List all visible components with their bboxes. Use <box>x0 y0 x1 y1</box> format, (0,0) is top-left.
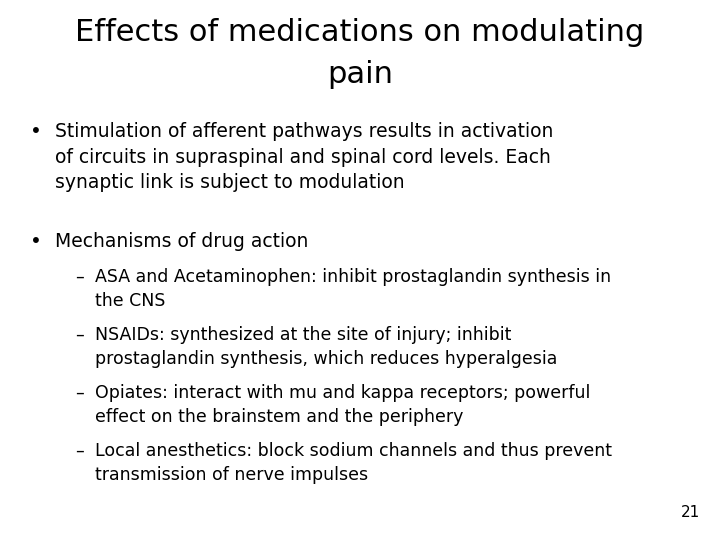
Text: NSAIDs: synthesized at the site of injury; inhibit
prostaglandin synthesis, whic: NSAIDs: synthesized at the site of injur… <box>95 326 557 368</box>
Text: –: – <box>75 268 84 286</box>
Text: Mechanisms of drug action: Mechanisms of drug action <box>55 232 308 251</box>
Text: Effects of medications on modulating: Effects of medications on modulating <box>76 18 644 47</box>
Text: pain: pain <box>327 60 393 89</box>
Text: –: – <box>75 326 84 344</box>
Text: Stimulation of afferent pathways results in activation
of circuits in supraspina: Stimulation of afferent pathways results… <box>55 122 554 192</box>
Text: –: – <box>75 384 84 402</box>
Text: Local anesthetics: block sodium channels and thus prevent
transmission of nerve : Local anesthetics: block sodium channels… <box>95 442 612 484</box>
Text: ASA and Acetaminophen: inhibit prostaglandin synthesis in
the CNS: ASA and Acetaminophen: inhibit prostagla… <box>95 268 611 310</box>
Text: Opiates: interact with mu and kappa receptors; powerful
effect on the brainstem : Opiates: interact with mu and kappa rece… <box>95 384 590 426</box>
Text: –: – <box>75 442 84 460</box>
Text: •: • <box>30 122 42 141</box>
Text: 21: 21 <box>680 505 700 520</box>
Text: •: • <box>30 232 42 251</box>
